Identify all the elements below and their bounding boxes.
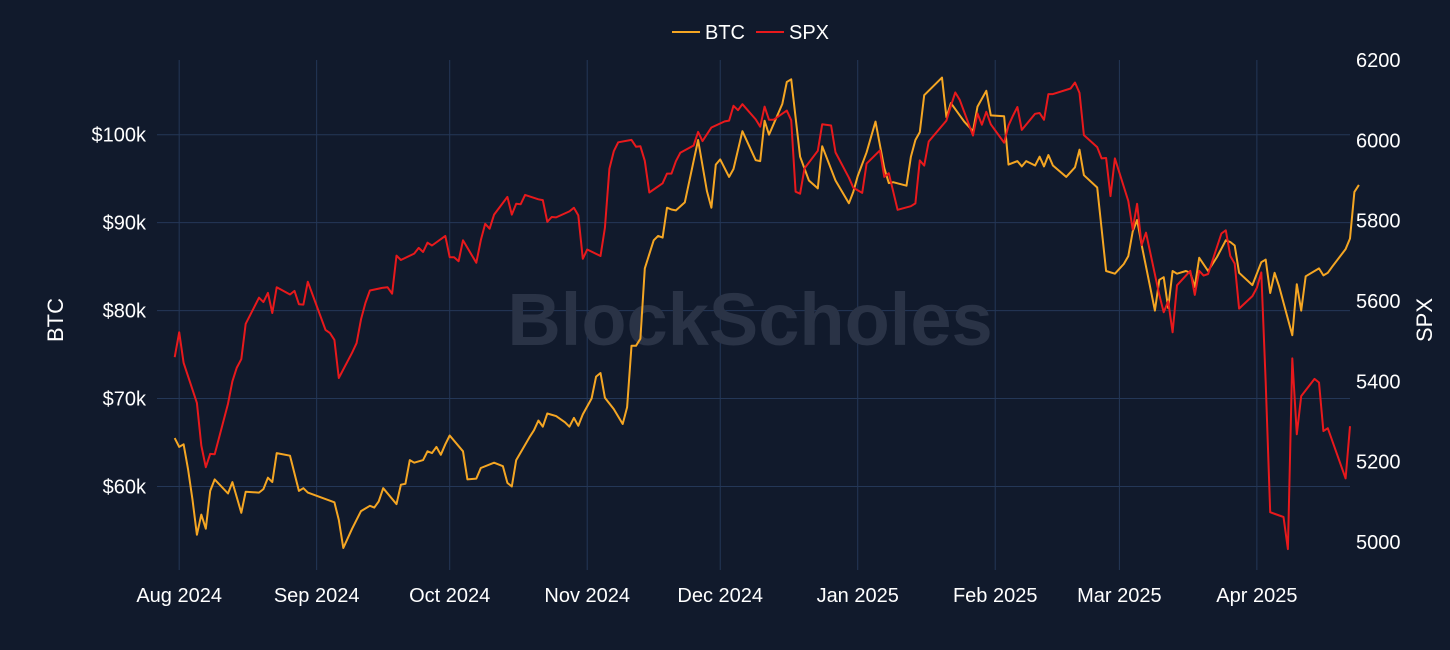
y-axis-left-title: BTC [43, 298, 68, 342]
x-tick-label: Feb 2025 [953, 585, 1038, 607]
y-left-tick-label: $90k [103, 213, 147, 235]
y-right-tick-label: 5600 [1356, 291, 1401, 313]
x-tick-label: Aug 2024 [136, 585, 222, 607]
series-layer [173, 76, 1360, 551]
grid-layer [157, 60, 1350, 570]
y-left-tick-label: $100k [92, 125, 147, 147]
y-left-tick-label: $60k [103, 476, 147, 498]
legend-label-btc: BTC [705, 22, 745, 44]
y-right-tick-label: 5200 [1356, 452, 1401, 474]
legend-label-spx: SPX [789, 22, 829, 44]
y-right-tick-label: 6000 [1356, 130, 1401, 152]
legend[interactable]: BTC SPX [672, 22, 829, 44]
x-tick-label: Oct 2024 [409, 585, 490, 607]
x-tick-label: Sep 2024 [274, 585, 360, 607]
series-line-spx[interactable] [173, 81, 1351, 551]
y-axis-right-title: SPX [1412, 298, 1437, 342]
x-tick-label: Dec 2024 [677, 585, 763, 607]
y-right-tick-label: 5800 [1356, 211, 1401, 233]
x-tick-label: Apr 2025 [1216, 585, 1297, 607]
y-right-tick-label: 5400 [1356, 371, 1401, 393]
watermark-text: BlockScholes [507, 278, 992, 361]
y-left-tick-label: $80k [103, 301, 147, 323]
legend-item-spx[interactable]: SPX [756, 22, 829, 44]
x-tick-label: Nov 2024 [544, 585, 630, 607]
x-tick-label: Jan 2025 [817, 585, 899, 607]
x-tick-label: Mar 2025 [1077, 585, 1162, 607]
axis-layer: Aug 2024 Sep 2024 Oct 2024 Nov 2024 Dec 2024… [92, 50, 1401, 607]
y-right-tick-label: 6200 [1356, 50, 1401, 72]
y-left-tick-label: $70k [103, 389, 147, 411]
y-right-tick-label: 5000 [1356, 532, 1401, 554]
legend-item-btc[interactable]: BTC [672, 22, 745, 44]
